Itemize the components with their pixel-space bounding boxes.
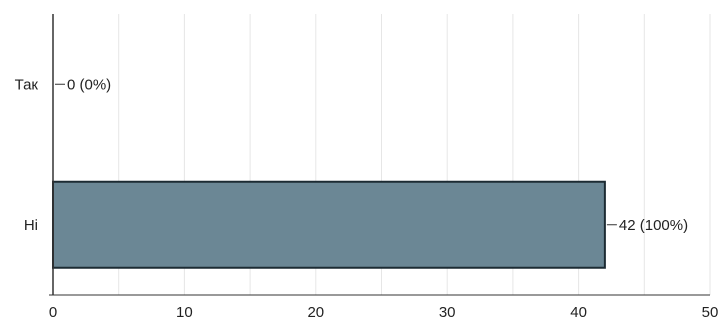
labels: Так 0 (0%) Ні 42 (100%) 0 10 20 30 40 50	[15, 76, 719, 320]
data-label: 42 (100%)	[619, 217, 688, 234]
x-tick-label: 20	[307, 304, 324, 320]
data-label: 0 (0%)	[67, 76, 111, 93]
x-tick-label: 10	[176, 304, 193, 320]
axes	[49, 14, 710, 296]
x-tick-label: 40	[570, 304, 587, 320]
bar-2	[52, 180, 606, 269]
category-label: Ні	[24, 217, 38, 234]
x-tick-label: 30	[439, 304, 456, 320]
x-tick-label: 0	[49, 304, 57, 320]
x-tick-label: 50	[702, 304, 719, 320]
category-label: Так	[15, 76, 39, 93]
bars	[52, 180, 606, 269]
grid	[52, 14, 711, 295]
